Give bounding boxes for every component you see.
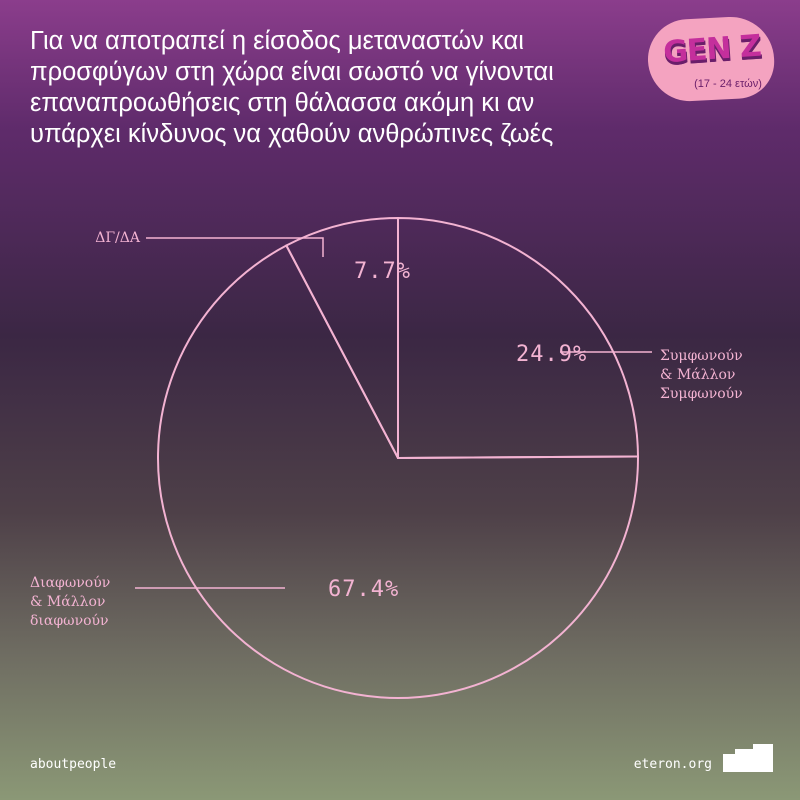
badge-subtitle: (17 - 24 ετών) [694,78,762,90]
data-label-dk-na: 7.7% [354,259,411,284]
footer-site: eteron.org [633,757,712,772]
pie-slice-disagree [157,244,639,699]
data-label-agree: 24.9% [516,342,587,367]
gen-z-badge: GEN Z (17 - 24 ετών) [645,14,777,104]
footer-source: aboutpeople [30,757,117,772]
category-label-agree: Συμφωνούν & Μάλλον Συμφωνούν [660,348,743,402]
leader-line-dk-na [146,237,324,257]
eteron-logo-icon [723,744,773,772]
chart-title: Για να αποτραπεί η είσοδος μεταναστών κα… [30,27,554,148]
category-label-disagree: Διαφωνούν & Μάλλον διαφωνούν [30,575,110,629]
category-label-dk-na: ΔΓ/ΔΑ [95,230,141,246]
pie-slice-agree [397,216,640,460]
data-label-disagree: 67.4% [328,577,399,602]
pie-slice-dk-na [285,216,399,459]
